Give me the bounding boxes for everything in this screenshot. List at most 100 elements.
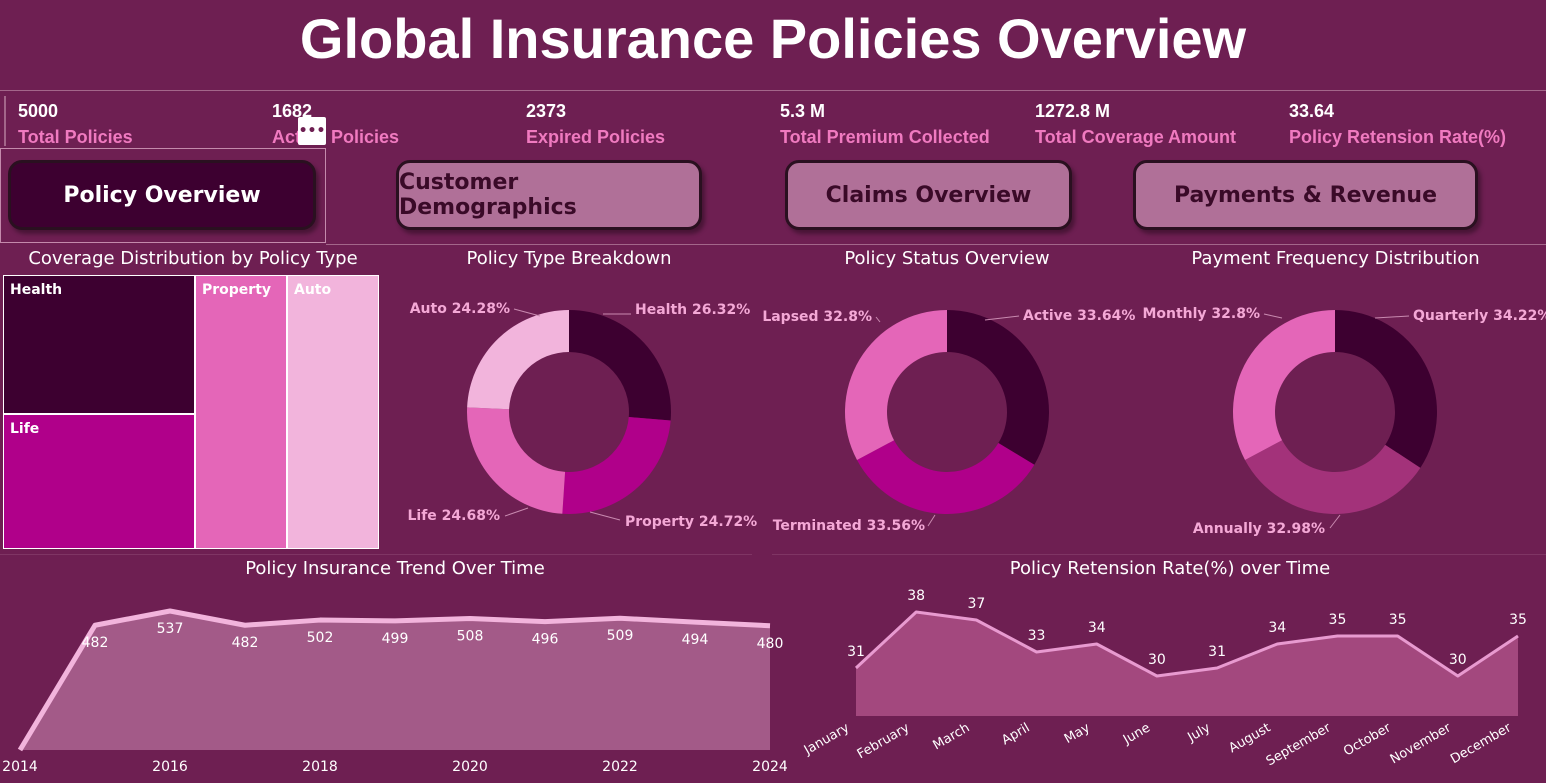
coverage-distribution-title: Coverage Distribution by Policy Type xyxy=(28,248,358,269)
title-divider xyxy=(0,90,1546,91)
treemap-tile-life[interactable]: Life xyxy=(3,414,195,549)
trend-x-tick-label: 2014 xyxy=(2,759,38,775)
trend-data-label: 494 xyxy=(682,632,709,648)
kpi-total-premium-label: Total Premium Collected xyxy=(780,127,990,147)
kpi-accent-bar xyxy=(4,96,6,146)
retention-x-tick-label: June xyxy=(1120,720,1153,748)
policy-status-leader-line xyxy=(875,316,881,323)
trend-chart-title: Policy Insurance Trend Over Time xyxy=(245,558,545,579)
policy-type-slice-life[interactable] xyxy=(467,407,566,514)
retention-x-tick-label: November xyxy=(1388,720,1455,767)
retention-x-tick-label: October xyxy=(1341,720,1394,759)
trend-data-label: 537 xyxy=(157,621,184,637)
policy-status-slice-lapsed[interactable] xyxy=(844,310,947,461)
retention-x-tick-label: April xyxy=(999,720,1032,748)
trend-data-label: 509 xyxy=(607,628,634,644)
payment-frequency-slice-quarterly[interactable] xyxy=(1335,310,1437,468)
payment-frequency-label-annually: Annually 32.98% xyxy=(1193,521,1325,537)
retention-data-label: 35 xyxy=(1509,612,1527,628)
treemap-label-life: Life xyxy=(10,421,40,437)
kpi-retention-rate-value: 33.64 xyxy=(1289,101,1335,121)
payment-frequency-label-monthly: Monthly 32.8% xyxy=(1142,306,1260,322)
retention-chart-title: Policy Retension Rate(%) over Time xyxy=(1009,558,1331,579)
nav-policy-overview-button[interactable]: Policy Overview xyxy=(8,160,316,230)
retention-line[interactable] xyxy=(854,610,1519,678)
retention-data-label: 34 xyxy=(1268,620,1286,636)
kpi-total-policies-value: 5000 xyxy=(18,101,59,121)
retention-x-tick-label: December xyxy=(1448,720,1514,767)
treemap-tile-property[interactable]: Property xyxy=(195,275,287,549)
kpi-total-premium-value: 5.3 M xyxy=(780,101,826,121)
policy-status-label-terminated: Terminated 33.56% xyxy=(773,518,925,534)
coverage-treemap: Health Life Property Auto xyxy=(2,274,380,550)
trend-data-label: 499 xyxy=(382,631,409,647)
policy-status-slice-active[interactable] xyxy=(947,310,1049,465)
policy-type-leader-line xyxy=(504,507,529,517)
policy-status-leader-line xyxy=(927,514,936,527)
policy-status-label-lapsed: Lapsed 32.8% xyxy=(762,309,872,325)
retention-data-label: 30 xyxy=(1449,652,1467,668)
kpi-total-coverage-value: 1272.8 M xyxy=(1035,101,1111,121)
trend-x-tick-label: 2022 xyxy=(602,759,638,775)
kpi-active-policies-value: 1682 xyxy=(272,101,313,121)
trend-data-label: 482 xyxy=(232,635,259,651)
selected-nav-frame xyxy=(0,148,326,243)
kpi-expired-policies-label: Expired Policies xyxy=(526,127,666,147)
treemap-label-health: Health xyxy=(10,282,63,298)
trend-x-tick-label: 2020 xyxy=(452,759,488,775)
trend-x-tick-label: 2018 xyxy=(302,759,338,775)
retention-x-tick-label: January xyxy=(801,720,852,758)
policy-type-label-property: Property 24.72% xyxy=(625,514,757,530)
kpi-total-policies-label: Total Policies xyxy=(18,127,133,147)
payment-frequency-slice-annually[interactable] xyxy=(1245,440,1421,514)
treemap-label-auto: Auto xyxy=(294,282,332,298)
policy-type-slice-health[interactable] xyxy=(569,310,671,421)
retention-data-label: 37 xyxy=(967,596,985,612)
policy-type-leader-line xyxy=(589,511,621,521)
policy-type-breakdown-title: Policy Type Breakdown xyxy=(466,248,672,269)
trend-line[interactable] xyxy=(17,608,771,752)
trend-data-label: 496 xyxy=(532,632,559,648)
trend-data-label: 480 xyxy=(757,636,784,652)
trend-x-tick-label: 2016 xyxy=(152,759,188,775)
retention-data-label: 35 xyxy=(1329,612,1347,628)
retention-data-label: 34 xyxy=(1088,620,1106,636)
retention-x-tick-label: July xyxy=(1184,720,1213,745)
payment-frequency-label-quarterly: Quarterly 34.22% xyxy=(1413,308,1546,324)
treemap-tile-auto[interactable]: Auto xyxy=(287,275,379,549)
kpi-total-coverage-label: Total Coverage Amount xyxy=(1035,127,1237,147)
kpi-expired-policies-value: 2373 xyxy=(526,101,567,121)
trend-area-fill xyxy=(20,611,770,750)
trend-data-label: 502 xyxy=(307,630,334,646)
policy-type-label-life: Life 24.68% xyxy=(408,508,501,524)
policy-type-slice-auto[interactable] xyxy=(467,310,569,410)
policy-status-label-active: Active 33.64% xyxy=(1023,308,1135,324)
page-title: Global Insurance Policies Overview xyxy=(299,7,1247,70)
lower-right-divider xyxy=(772,554,1546,555)
nav-payments-revenue-button[interactable]: Payments & Revenue xyxy=(1133,160,1478,230)
policy-status-slice-terminated[interactable] xyxy=(857,440,1035,515)
retention-area-fill xyxy=(856,612,1518,716)
payment-frequency-leader-line xyxy=(1329,514,1341,529)
treemap-tile-health[interactable]: Health xyxy=(3,275,195,414)
policy-status-leader-line xyxy=(984,315,1020,321)
lower-left-divider xyxy=(0,554,752,555)
policy-type-leader-line xyxy=(513,308,541,317)
nav-claims-overview-button[interactable]: Claims Overview xyxy=(785,160,1072,230)
policy-type-label-auto: Auto 24.28% xyxy=(410,301,510,317)
policy-status-overview-title: Policy Status Overview xyxy=(844,248,1050,269)
retention-data-label: 38 xyxy=(907,588,925,604)
retention-data-label: 33 xyxy=(1028,628,1046,644)
retention-x-tick-label: August xyxy=(1226,720,1273,756)
more-options-icon[interactable]: ••• xyxy=(298,117,326,145)
retention-data-label: 31 xyxy=(847,644,865,660)
nav-customer-demographics-button[interactable]: Customer Demographics xyxy=(396,160,702,230)
policy-type-label-health: Health 26.32% xyxy=(635,302,750,318)
policy-type-slice-property[interactable] xyxy=(562,416,671,514)
payment-frequency-leader-line xyxy=(1263,313,1283,319)
retention-data-label: 31 xyxy=(1208,644,1226,660)
payment-frequency-slice-monthly[interactable] xyxy=(1233,310,1335,461)
retention-x-tick-label: September xyxy=(1264,720,1334,769)
